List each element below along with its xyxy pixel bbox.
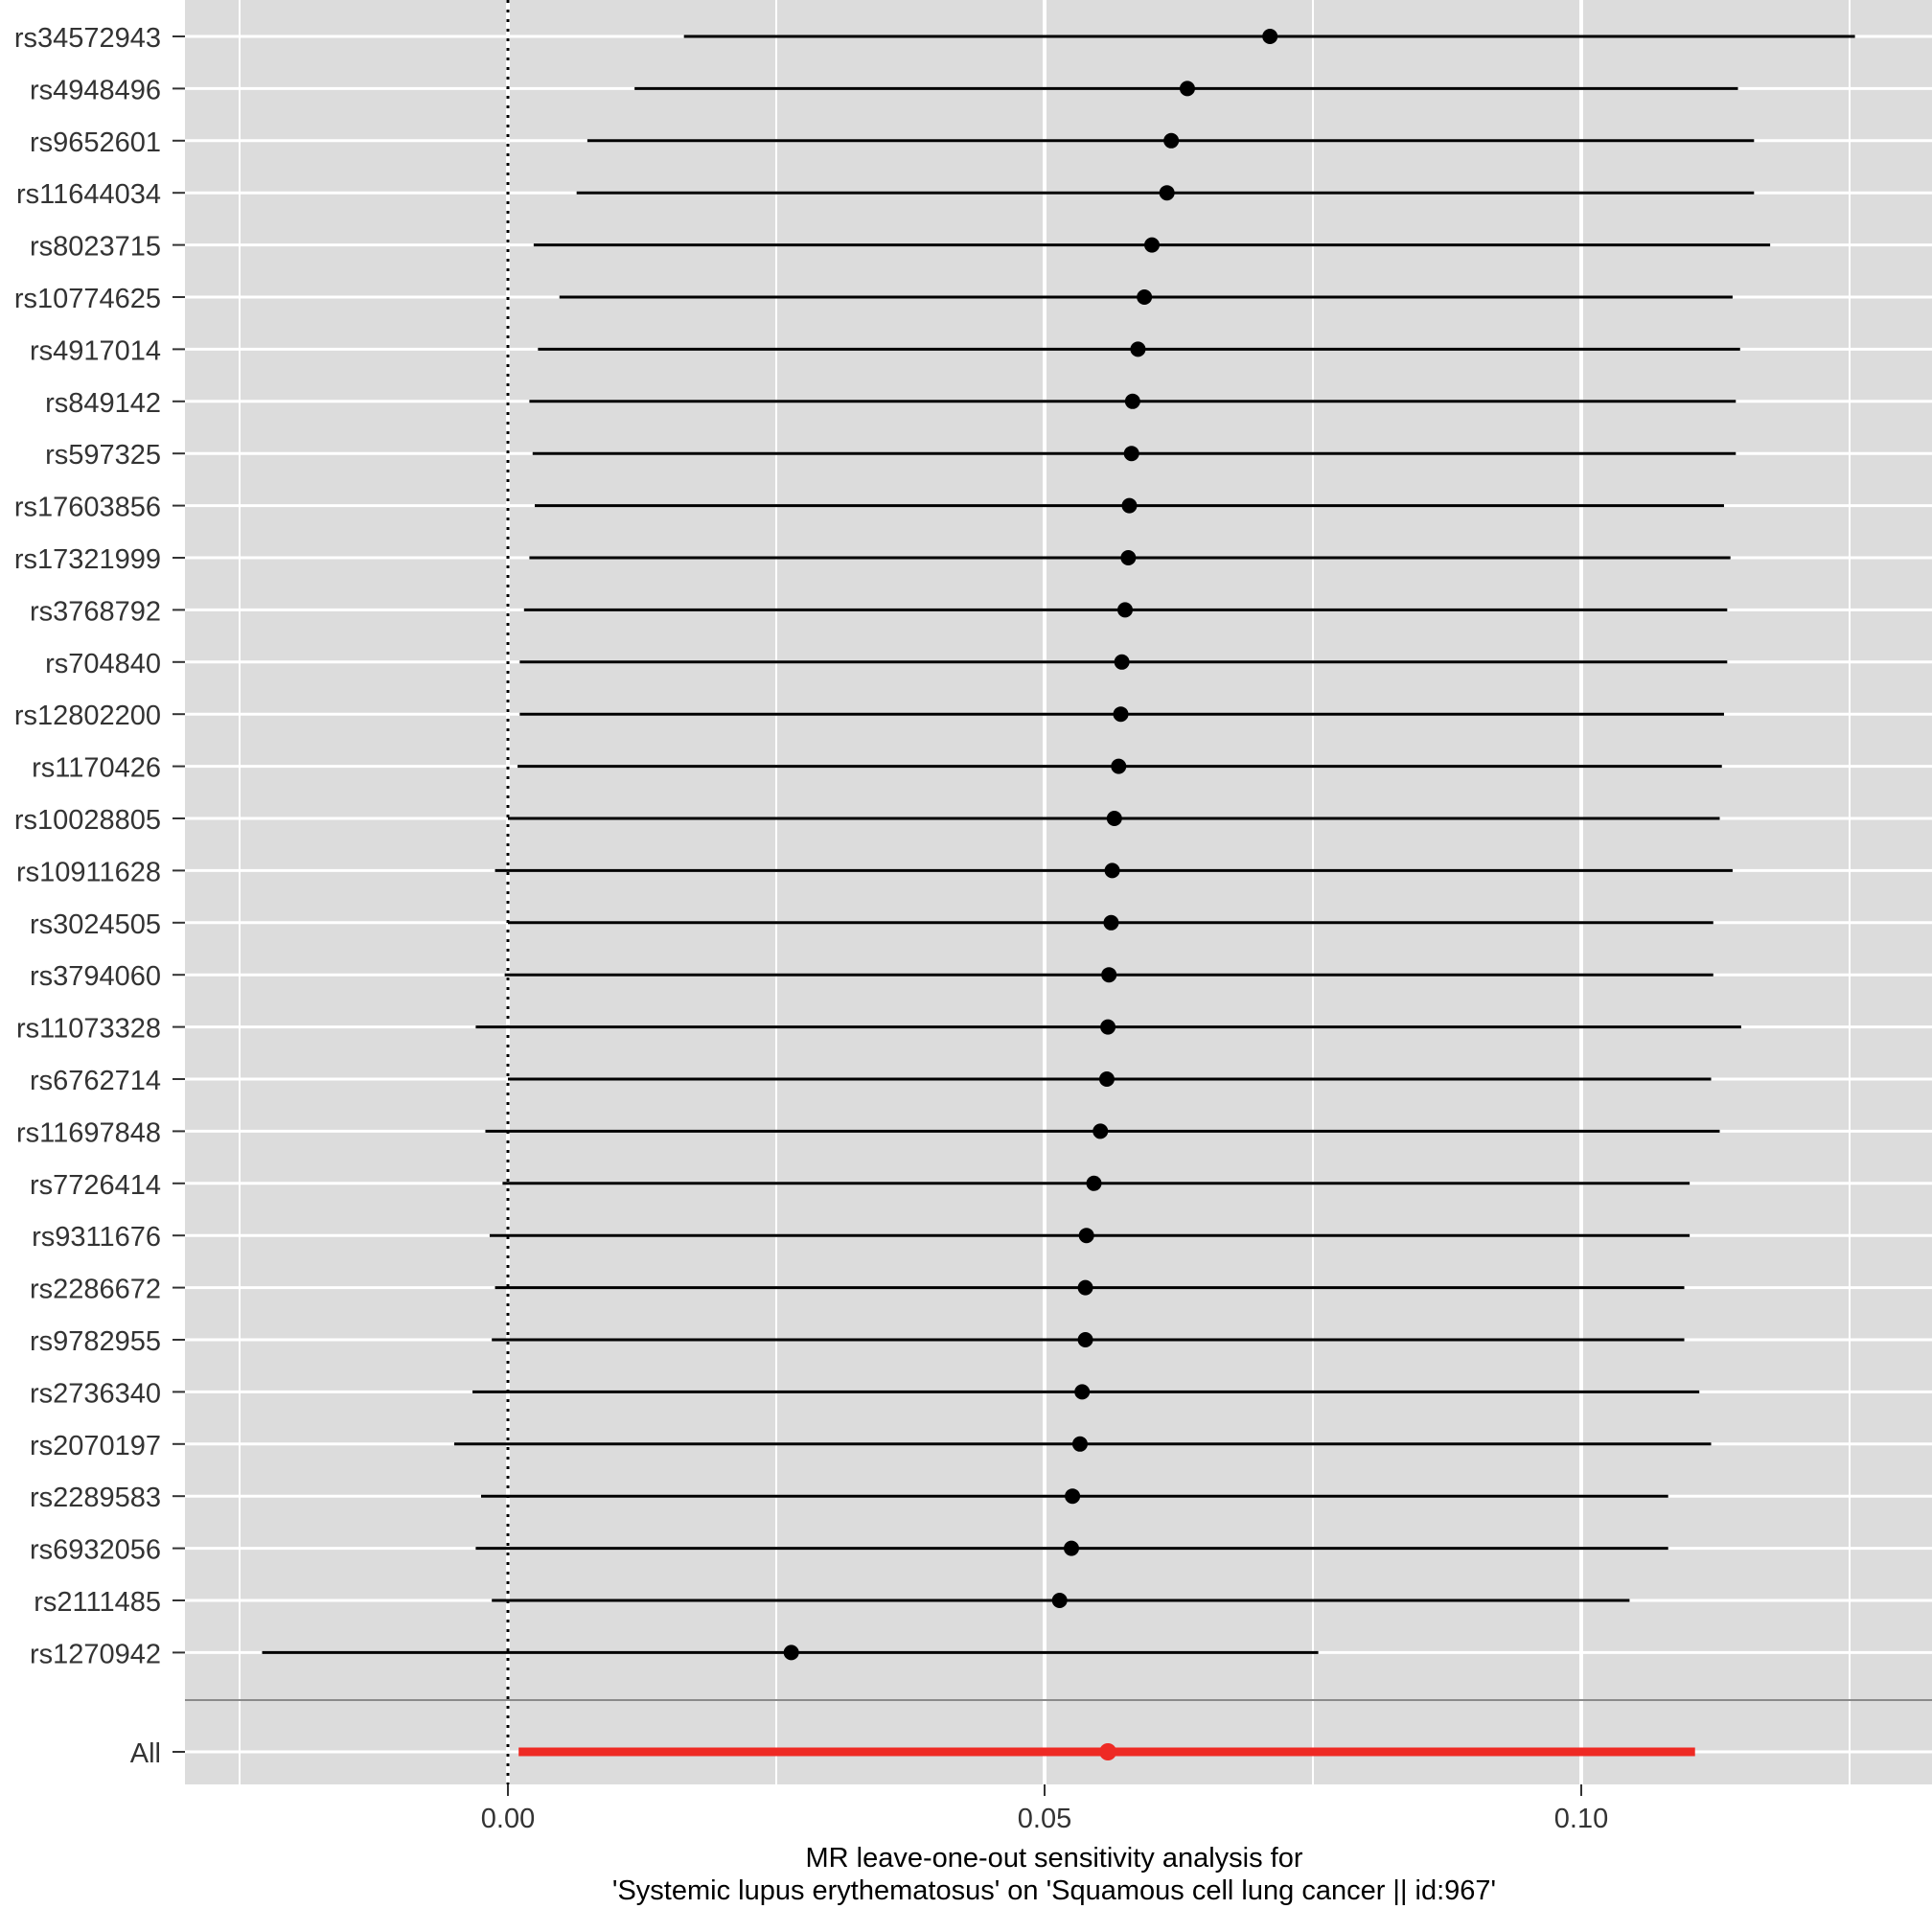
estimate-point-rs849142 [1124,393,1140,409]
y-tick-label: rs6762714 [30,1066,161,1096]
x-axis-title-line-1: MR leave-one-out sensitivity analysis fo… [806,1843,1303,1874]
y-tick-label: rs11073328 [16,1014,161,1045]
estimate-point-rs1170426 [1111,758,1127,774]
y-tick-label: rs2111485 [34,1587,161,1618]
estimate-point-overall [1099,1743,1117,1760]
y-tick-label: rs9782955 [30,1326,161,1357]
estimate-point-rs704840 [1114,654,1130,670]
estimate-point-rs10028805 [1106,811,1122,826]
estimate-point-rs17603856 [1121,497,1138,514]
y-tick-label: rs11697848 [16,1117,161,1148]
estimate-point-rs3794060 [1101,967,1117,983]
y-tick-label: rs12802200 [14,701,161,731]
point-estimates [783,29,1278,1760]
x-axis-labels: 0.00 0.05 0.10 [481,1784,1608,1834]
y-tick-label: rs17321999 [14,544,161,575]
estimate-point-rs2289583 [1065,1488,1081,1505]
y-tick-label: rs11644034 [16,179,161,210]
estimate-point-rs11073328 [1100,1019,1116,1035]
estimate-point-rs3024505 [1103,914,1119,931]
y-tick-label: rs1270942 [30,1639,161,1669]
y-tick-label: rs2070197 [30,1431,161,1461]
estimate-point-rs11644034 [1159,185,1175,201]
estimate-point-rs34572943 [1262,29,1278,44]
estimate-point-rs17321999 [1120,550,1137,565]
y-tick-label: rs3768792 [30,596,161,627]
estimate-point-rs11697848 [1092,1123,1109,1139]
y-tick-label: rs10028805 [14,805,161,836]
estimate-point-rs9652601 [1163,132,1180,149]
y-tick-label: rs9652601 [30,127,161,158]
estimate-point-rs9782955 [1077,1332,1093,1347]
estimate-point-rs2111485 [1051,1593,1068,1608]
estimate-point-rs12802200 [1113,706,1129,723]
estimate-point-rs4948496 [1179,80,1195,97]
estimate-point-rs2736340 [1074,1384,1091,1400]
y-tick-label-overall: All [130,1738,161,1769]
estimate-point-rs2070197 [1071,1436,1088,1452]
estimate-point-rs9311676 [1078,1228,1094,1244]
y-tick-label: rs3794060 [30,961,161,992]
y-tick-label: rs849142 [45,388,161,419]
estimate-point-rs8023715 [1144,237,1160,253]
y-tick-label: rs10911628 [16,857,161,887]
x-tick-label: 0.05 [1018,1804,1071,1834]
y-axis-labels: rs34572943 rs4948496 rs9652601 rs11644034 rs… [14,23,185,1769]
estimate-point-rs10911628 [1104,862,1120,879]
x-tick-label: 0.00 [481,1804,535,1834]
y-tick-label: rs17603856 [14,493,161,523]
y-tick-label: rs3024505 [30,909,161,940]
estimate-point-rs3768792 [1117,602,1133,618]
y-tick-label: rs597325 [45,440,161,471]
estimate-point-rs10774625 [1137,289,1153,305]
estimate-point-rs1270942 [783,1644,799,1661]
y-tick-label: rs2289583 [30,1483,161,1513]
x-tick-label: 0.10 [1554,1804,1608,1834]
y-tick-label: rs1170426 [32,753,161,784]
y-tick-label: rs8023715 [30,232,161,263]
x-axis-title-line-2: 'Systemic lupus erythematosus' on 'Squam… [612,1875,1496,1906]
y-tick-label: rs9311676 [32,1222,161,1253]
y-tick-label: rs2286672 [30,1275,161,1305]
y-tick-label: rs4948496 [30,75,161,105]
estimate-point-rs4917014 [1130,341,1146,357]
estimate-point-rs7726414 [1086,1175,1102,1191]
y-tick-label: rs2736340 [30,1378,161,1409]
y-tick-label: rs704840 [45,649,161,679]
estimate-point-rs6762714 [1098,1071,1115,1087]
y-tick-label: rs6932056 [30,1535,161,1566]
estimate-point-rs597325 [1123,446,1139,462]
y-tick-label: rs4917014 [30,335,161,366]
estimate-point-rs2286672 [1077,1279,1093,1296]
y-tick-label: rs10774625 [14,284,161,314]
y-tick-label: rs7726414 [30,1170,161,1201]
y-tick-label: rs34572943 [14,23,161,54]
estimate-point-rs6932056 [1064,1540,1079,1556]
plot-panel [185,0,1932,1784]
